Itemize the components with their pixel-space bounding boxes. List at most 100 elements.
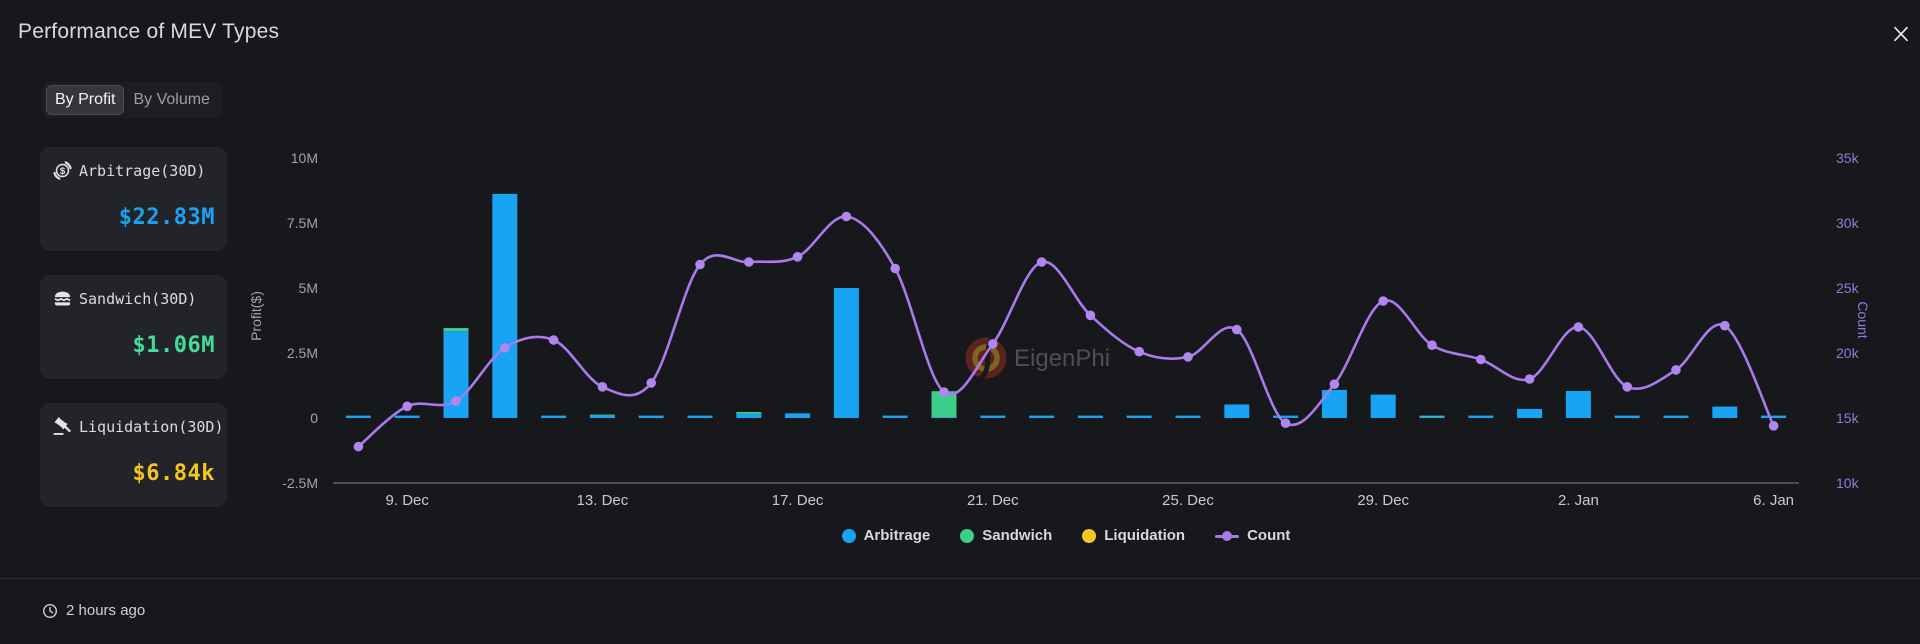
count-point-30-Dec[interactable] — [1427, 340, 1437, 351]
count-point-22-Dec[interactable] — [1036, 257, 1047, 267]
x-axis-tick: 6. Jan — [1753, 492, 1794, 509]
bar-arbitrage-24-Dec[interactable] — [1126, 415, 1152, 418]
x-axis-tick: 13. Dec — [577, 492, 629, 509]
count-point-2-Jan[interactable] — [1573, 322, 1584, 332]
legend-item-liquidation[interactable]: Liquidation — [1082, 527, 1185, 544]
bar-arbitrage-14-Dec[interactable] — [638, 415, 664, 418]
count-point-6-Jan[interactable] — [1768, 421, 1779, 431]
count-point-28-Dec[interactable] — [1329, 379, 1340, 390]
right-axis-tick: 20k — [1836, 345, 1860, 361]
toggle-by-volume[interactable]: By Volume — [133, 91, 210, 108]
count-point-29-Dec[interactable] — [1378, 296, 1388, 306]
bar-sandwich-13-Dec[interactable] — [589, 414, 615, 416]
count-point-21-Dec[interactable] — [988, 339, 998, 349]
bar-arbitrage-5-Jan[interactable] — [1712, 406, 1738, 418]
count-point-5-Jan[interactable] — [1720, 320, 1730, 331]
bar-arbitrage-6-Jan[interactable] — [1761, 415, 1787, 418]
bar-arbitrage-1-Jan[interactable] — [1517, 408, 1543, 418]
arbitrage-coin-icon: $ — [53, 161, 72, 180]
count-point-4-Jan[interactable] — [1671, 365, 1681, 375]
count-point-27-Dec[interactable] — [1280, 418, 1291, 429]
close-button[interactable] — [1888, 21, 1913, 46]
bar-arbitrage-19-Dec[interactable] — [882, 415, 908, 418]
right-axis-title: Count — [1855, 301, 1871, 338]
clock-icon — [42, 603, 58, 618]
bar-arbitrage-9-Dec[interactable] — [394, 415, 420, 418]
bar-arbitrage-2-Jan[interactable] — [1565, 390, 1591, 418]
count-point-25-Dec[interactable] — [1183, 352, 1193, 362]
left-axis-tick: 5M — [299, 280, 318, 296]
left-axis-tick: -2.5M — [282, 475, 318, 491]
legend-item-count[interactable]: Count — [1215, 527, 1290, 544]
bar-arbitrage-12-Dec[interactable] — [541, 415, 567, 418]
bar-arbitrage-26-Dec[interactable] — [1224, 404, 1250, 418]
count-point-24-Dec[interactable] — [1134, 346, 1144, 357]
left-axis-tick: 7.5M — [287, 215, 318, 231]
sandwich-legend-label: Sandwich — [982, 527, 1053, 544]
right-axis-tick: 25k — [1836, 280, 1860, 296]
bar-sandwich-30-Dec[interactable] — [1419, 416, 1445, 417]
bar-arbitrage-17-Dec[interactable] — [785, 413, 811, 418]
bar-arbitrage-23-Dec[interactable] — [1077, 415, 1103, 418]
bar-arbitrage-31-Dec[interactable] — [1468, 415, 1494, 418]
svg-text:$: $ — [60, 166, 66, 177]
bar-arbitrage-18-Dec[interactable] — [833, 288, 859, 418]
liquidation-card-value: $6.84k — [132, 461, 215, 486]
liquidation-stat-card[interactable]: Liquidation(30D) $6.84k — [40, 403, 227, 507]
count-point-8-Dec[interactable] — [353, 441, 364, 452]
x-axis-tick: 2. Jan — [1558, 492, 1599, 509]
count-point-31-Dec[interactable] — [1476, 354, 1486, 365]
view-toggle: By Profit By Volume — [42, 82, 223, 118]
bar-arbitrage-13-Dec[interactable] — [589, 415, 615, 418]
count-point-15-Dec[interactable] — [695, 259, 705, 270]
count-point-18-Dec[interactable] — [841, 211, 852, 222]
count-point-19-Dec[interactable] — [890, 263, 900, 274]
left-axis-tick: 0 — [310, 410, 318, 426]
x-icon — [1894, 26, 1908, 42]
count-point-20-Dec[interactable] — [939, 387, 949, 397]
legend-item-sandwich[interactable]: Sandwich — [960, 527, 1052, 544]
liquidation-card-label: Liquidation(30D) — [79, 417, 224, 436]
arbitrage-legend-label: Arbitrage — [863, 527, 931, 544]
count-point-23-Dec[interactable] — [1085, 310, 1096, 321]
right-axis-tick: 10k — [1836, 475, 1860, 491]
bar-arbitrage-4-Jan[interactable] — [1663, 415, 1689, 418]
x-axis-tick: 17. Dec — [772, 492, 824, 509]
bar-arbitrage-8-Dec[interactable] — [345, 415, 371, 418]
bar-arbitrage-16-Dec[interactable] — [736, 413, 762, 418]
count-point-1-Jan[interactable] — [1524, 374, 1535, 384]
toggle-by-profit[interactable]: By Profit — [46, 85, 125, 115]
arbitrage-stat-card[interactable]: $ Arbitrage(30D) $22.83M — [40, 147, 227, 251]
eigenphi-watermark: EigenPhi — [965, 334, 1110, 382]
bar-arbitrage-3-Jan[interactable] — [1614, 415, 1640, 418]
footer-divider — [0, 578, 1920, 579]
bar-arbitrage-29-Dec[interactable] — [1370, 394, 1396, 418]
count-point-26-Dec[interactable] — [1232, 324, 1242, 335]
bar-arbitrage-15-Dec[interactable] — [687, 415, 713, 418]
legend-item-arbitrage[interactable]: Arbitrage — [841, 527, 931, 544]
count-point-13-Dec[interactable] — [597, 382, 608, 392]
last-updated-text: 2 hours ago — [66, 602, 146, 619]
bar-arbitrage-27-Dec[interactable] — [1273, 415, 1299, 418]
bar-arbitrage-21-Dec[interactable] — [980, 415, 1006, 418]
left-axis-title: Profit($) — [248, 291, 264, 341]
sandwich-stat-card[interactable]: Sandwich(30D) $1.06M — [40, 275, 227, 379]
count-point-3-Jan[interactable] — [1622, 382, 1632, 392]
bar-arbitrage-22-Dec[interactable] — [1029, 415, 1055, 418]
count-point-12-Dec[interactable] — [548, 335, 559, 345]
count-point-9-Dec[interactable] — [402, 401, 413, 412]
bar-arbitrage-25-Dec[interactable] — [1175, 415, 1201, 418]
count-point-14-Dec[interactable] — [646, 378, 656, 388]
bar-sandwich-10-Dec[interactable] — [443, 328, 469, 332]
count-point-10-Dec[interactable] — [451, 396, 461, 406]
liquidation-legend-dot — [1082, 528, 1097, 543]
sandwich-card-label: Sandwich(30D) — [79, 289, 197, 308]
bar-arbitrage-11-Dec[interactable] — [492, 193, 518, 418]
right-axis-tick: 35k — [1836, 150, 1860, 166]
bar-sandwich-16-Dec[interactable] — [736, 412, 762, 414]
count-point-16-Dec[interactable] — [744, 257, 754, 267]
count-point-17-Dec[interactable] — [792, 251, 803, 262]
count-point-11-Dec[interactable] — [500, 343, 510, 353]
